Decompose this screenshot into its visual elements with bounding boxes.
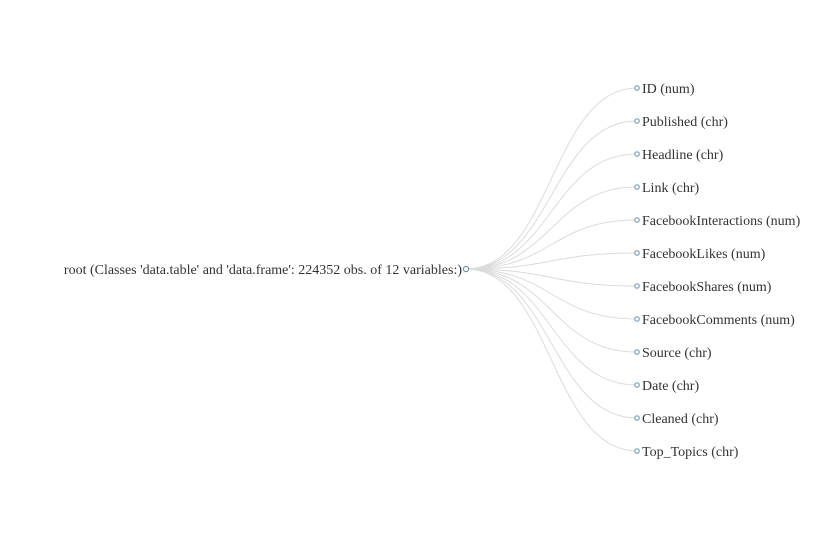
tree-link: [465, 268, 638, 320]
leaf-node-label: Top_Topics (chr): [642, 445, 739, 460]
tree-link: [465, 153, 638, 270]
leaf-node[interactable]: FacebookInteractions (num): [634, 214, 801, 229]
tree-link: [465, 252, 638, 270]
leaf-node[interactable]: Top_Topics (chr): [634, 445, 739, 460]
tree-link: [465, 268, 638, 452]
leaf-node[interactable]: FacebookComments (num): [634, 313, 795, 328]
leaf-node-label: Cleaned (chr): [642, 412, 719, 427]
leaf-node-label: Link (chr): [642, 181, 699, 196]
leaf-nodes: ID (num) Published (chr) Headline (chr) Lin…: [634, 82, 801, 460]
tree-link: [465, 268, 638, 386]
tree-link: [465, 268, 638, 353]
leaf-node-label: Headline (chr): [642, 148, 724, 163]
leaf-node-circle[interactable]: [634, 151, 640, 157]
tree-link: [465, 268, 638, 287]
leaf-node[interactable]: FacebookLikes (num): [634, 247, 766, 262]
root-label: root (Classes 'data.table' and 'data.fra…: [64, 263, 462, 278]
leaf-node-circle[interactable]: [634, 250, 640, 256]
leaf-node[interactable]: Headline (chr): [634, 148, 724, 163]
root-node-circle[interactable]: [462, 265, 470, 273]
leaf-node-circle[interactable]: [634, 184, 640, 190]
leaf-node-circle[interactable]: [634, 415, 640, 421]
leaf-node-label: Source (chr): [642, 346, 712, 361]
leaf-node[interactable]: Cleaned (chr): [634, 412, 719, 427]
leaf-node-circle[interactable]: [634, 283, 640, 289]
root-node[interactable]: root (Classes 'data.table' and 'data.fra…: [64, 263, 470, 278]
leaf-node-label: FacebookComments (num): [642, 313, 795, 328]
leaf-node-label: FacebookShares (num): [642, 280, 772, 295]
leaf-node-circle[interactable]: [634, 316, 640, 322]
leaf-node-label: FacebookLikes (num): [642, 247, 766, 262]
leaf-node[interactable]: FacebookShares (num): [634, 280, 772, 295]
tree-link: [465, 87, 638, 270]
leaf-node-circle[interactable]: [634, 448, 640, 454]
tree-link: [465, 219, 638, 270]
leaf-node-label: Published (chr): [642, 115, 728, 130]
tree-link: [465, 120, 638, 270]
leaf-node-label: ID (num): [642, 82, 695, 97]
leaf-node[interactable]: ID (num): [634, 82, 695, 97]
tree-link: [465, 186, 638, 270]
tree-links: [465, 87, 638, 452]
leaf-node[interactable]: Source (chr): [634, 346, 712, 361]
leaf-node-circle[interactable]: [634, 217, 640, 223]
leaf-node-circle[interactable]: [634, 118, 640, 124]
leaf-node-label: FacebookInteractions (num): [642, 214, 801, 229]
leaf-node[interactable]: Published (chr): [634, 115, 728, 130]
tree-link: [465, 268, 638, 419]
leaf-node-circle[interactable]: [634, 382, 640, 388]
leaf-node[interactable]: Date (chr): [634, 379, 700, 394]
leaf-node-circle[interactable]: [634, 349, 640, 355]
leaf-node[interactable]: Link (chr): [634, 181, 700, 196]
leaf-node-circle[interactable]: [634, 85, 640, 91]
leaf-node-label: Date (chr): [642, 379, 699, 394]
